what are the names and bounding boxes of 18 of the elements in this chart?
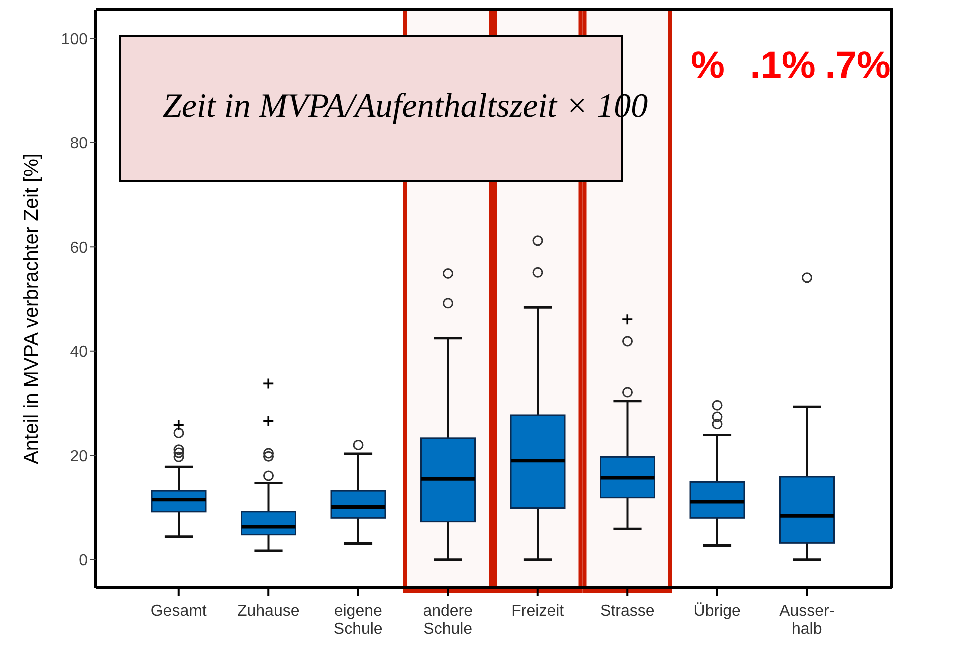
x-tick-label: Gesamt	[150, 603, 208, 620]
y-tick-label: 40	[70, 344, 88, 362]
x-tick-label: eigene Schule	[334, 603, 383, 638]
x-tick-label: andere Schule	[423, 603, 474, 638]
annotation: .7%	[825, 45, 891, 87]
x-tick-label: Zuhause	[237, 603, 300, 620]
y-tick-label: 0	[79, 552, 88, 570]
y-tick-label: 100	[61, 31, 88, 48]
annotation: .1%	[750, 45, 816, 87]
x-tick-label: Übrige	[694, 602, 742, 620]
x-tick-label: Strasse	[600, 603, 655, 620]
y-tick-label: 80	[70, 136, 88, 153]
annotation: %	[691, 45, 725, 87]
x-tick-label: Ausser- halb	[780, 603, 835, 638]
y-tick-label: 60	[70, 240, 88, 257]
y-tick-label: 20	[70, 448, 88, 466]
y-axis-title: Anteil in MVPA verbrachter Zeit [%]	[21, 154, 44, 464]
x-tick-label: Freizeit	[512, 603, 565, 620]
